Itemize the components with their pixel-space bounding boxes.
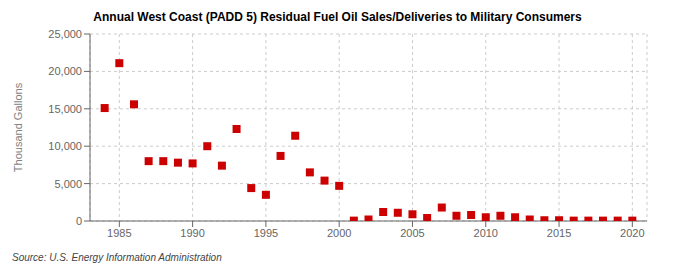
svg-text:25,000: 25,000 [48, 28, 82, 40]
svg-text:1995: 1995 [254, 227, 278, 239]
html-text:Source: U.S. Energy Informatio: Source: U.S. Energy Information Administ… [12, 252, 222, 263]
svg-text:Thousand Gallons: Thousand Gallons [12, 82, 24, 172]
svg-text:2015: 2015 [547, 227, 571, 239]
svg-text:0: 0 [76, 215, 82, 227]
svg-text:1985: 1985 [107, 227, 131, 239]
svg-text:1990: 1990 [180, 227, 204, 239]
svg-text:10,000: 10,000 [48, 140, 82, 152]
svg-text:2010: 2010 [474, 227, 498, 239]
svg-text:2020: 2020 [620, 227, 644, 239]
svg-text:2000: 2000 [327, 227, 351, 239]
svg-text:20,000: 20,000 [48, 65, 82, 77]
svg-text:5,000: 5,000 [54, 178, 82, 190]
svg-text:2005: 2005 [400, 227, 424, 239]
html-text:Annual West Coast (PADD 5) Res: Annual West Coast (PADD 5) Residual Fuel… [93, 10, 582, 24]
svg-text:15,000: 15,000 [48, 103, 82, 115]
